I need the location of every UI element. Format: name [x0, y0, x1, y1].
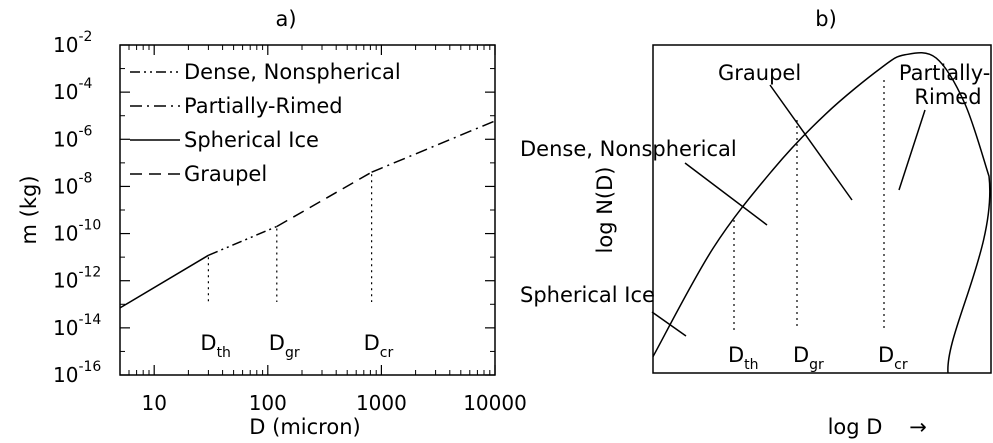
curve-dense-nonspherical: [208, 225, 278, 256]
panel-a-x-ticks: 10 100 1000 10000: [119, 45, 527, 415]
y-tick-label: 10-10: [53, 218, 101, 246]
threshold-label-gr: Dgr: [269, 331, 300, 361]
annotation-spherical-ice: Spherical Ice: [520, 283, 655, 307]
panel-b-y-axis-label: log N(D): [593, 167, 617, 254]
panel-b-x-axis-arrow: →: [909, 415, 927, 439]
panel-a-curves: [119, 120, 496, 309]
annotation-graupel: Graupel: [718, 61, 801, 85]
x-tick-label: 1000: [356, 391, 407, 415]
threshold-label-th: Dth: [200, 331, 231, 361]
x-tick-label: 10: [141, 391, 166, 415]
y-tick-label: 10-16: [53, 359, 101, 387]
x-tick-label: 100: [249, 391, 287, 415]
panel-a: a) 10-210-410-610-810-1010-1210-1410-16 …: [17, 7, 527, 439]
panel-a-legend: Dense, Nonspherical Partially-Rimed Spheri…: [130, 60, 401, 186]
y-tick-label: 10-12: [53, 265, 101, 293]
panel-a-x-axis-label: D (micron): [249, 415, 360, 439]
y-tick-label: 10-2: [53, 29, 92, 57]
panel-b-dcr-label: Dcr: [878, 343, 908, 373]
threshold-label-cr: Dcr: [364, 331, 394, 361]
y-tick-label: 10-4: [53, 76, 93, 104]
legend-label-graupel: Graupel: [184, 162, 267, 186]
panel-a-thresholds: Dth Dgr Dcr: [200, 174, 393, 361]
panel-b-x-axis-label: log D: [828, 415, 883, 439]
annotation-graupel-line: [769, 84, 853, 201]
curve-partially-rimed: [371, 120, 496, 173]
panel-a-label: a): [275, 7, 296, 31]
panel-b-label: b): [815, 7, 837, 31]
annotation-spherical-ice-line: [651, 311, 687, 337]
y-tick-label: 10-8: [53, 170, 92, 198]
legend-label-dense-nonspherical: Dense, Nonspherical: [184, 60, 401, 84]
panel-b-dth-label: Dth: [728, 343, 759, 373]
panel-b-dgr-label: Dgr: [793, 343, 824, 373]
y-tick-label: 10-6: [53, 123, 93, 151]
panel-a-y-ticks: 10-2 10-4 10-6 10-8 10-10 10-12 10-14 10-16: [53, 29, 495, 387]
annotation-dense-nonspherical: Dense, Nonspherical: [520, 137, 737, 161]
panel-b-distribution-curve: [652, 52, 991, 374]
panel-b: b) Dth Dgr Dcr Graupel Partially- Rimed …: [520, 7, 993, 439]
annotation-partially-rimed-line: [898, 109, 926, 191]
curve-graupel: [276, 171, 372, 228]
panel-a-y-axis-label: m (kg): [17, 175, 41, 244]
annotation-partially-rimed: Partially- Rimed: [899, 61, 993, 109]
annotation-dense-nonspherical-line: [684, 162, 768, 226]
legend-label-spherical-ice: Spherical Ice: [184, 128, 319, 152]
legend-label-partially-rimed: Partially-Rimed: [184, 94, 343, 118]
x-tick-label: 10000: [463, 391, 527, 415]
curve-spherical-ice: [119, 254, 209, 309]
panel-b-frame: [652, 44, 992, 374]
y-tick-label: 10-14: [53, 312, 101, 340]
